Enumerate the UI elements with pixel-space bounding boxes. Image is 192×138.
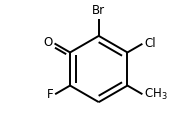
Text: F: F [46,88,53,101]
Text: Br: Br [92,4,105,17]
Text: CH$_3$: CH$_3$ [144,87,168,102]
Text: Cl: Cl [144,37,156,50]
Text: O: O [43,36,52,49]
